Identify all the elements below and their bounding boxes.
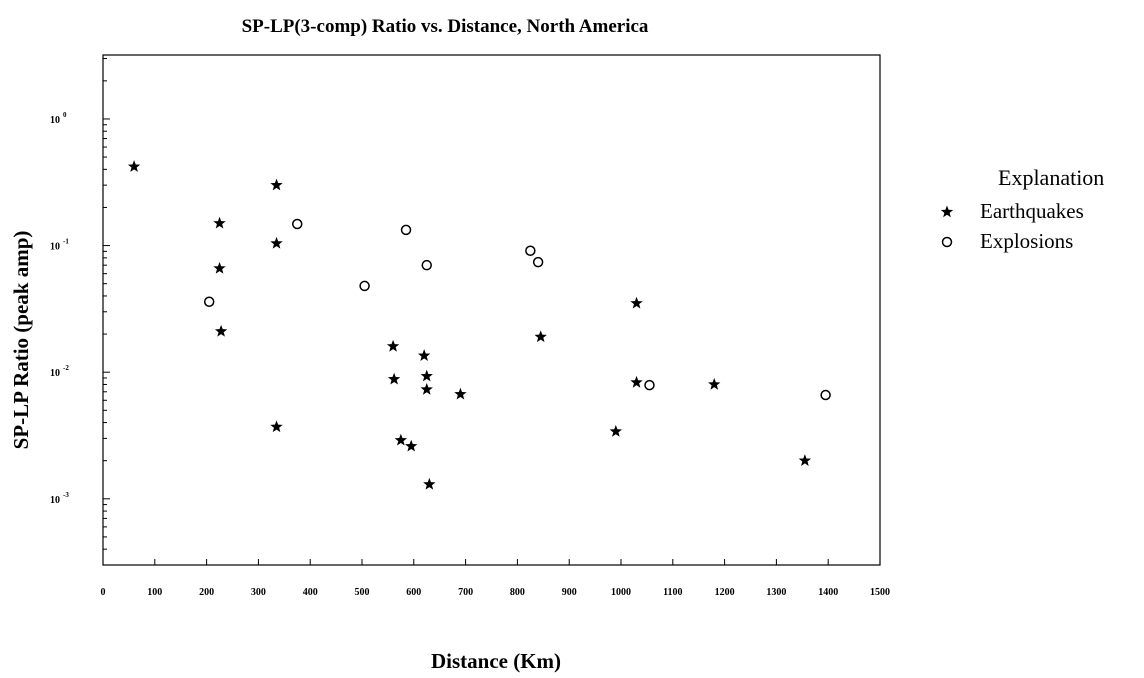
- earthquake-point: [213, 261, 226, 274]
- y-axis-label: SP-LP Ratio (peak amp): [9, 231, 33, 450]
- legend-item-label: Explosions: [980, 229, 1073, 253]
- earthquake-point: [270, 420, 283, 433]
- y-tick-label: 10 0: [50, 111, 67, 126]
- legend-star-icon: [940, 205, 954, 218]
- plot-frame: [102, 54, 881, 566]
- earthquake-point: [405, 439, 418, 452]
- earthquake-point: [609, 425, 622, 437]
- explosion-point: [644, 379, 655, 391]
- x-tick-label: 100: [147, 587, 162, 598]
- earthquake-point: [417, 349, 431, 361]
- explosion-point: [359, 280, 370, 292]
- earthquake-point: [214, 324, 228, 337]
- earthquake-point: [630, 375, 643, 388]
- legend-circle-icon: [941, 236, 953, 248]
- x-tick-label: 200: [199, 587, 214, 598]
- legend-title: Explanation: [998, 165, 1104, 190]
- earthquake-point: [454, 387, 467, 400]
- explosion-point: [525, 245, 536, 257]
- x-tick-label: 500: [355, 587, 370, 598]
- x-tick-label: 700: [458, 587, 473, 598]
- earthquake-point: [534, 330, 547, 343]
- x-tick-label: 1500: [870, 587, 890, 598]
- legend-item-label: Earthquakes: [980, 199, 1084, 223]
- x-axis-ticks: 0 100 200 300 400 500 600 700 800 900 1000 1100 1200…: [101, 559, 890, 598]
- y-tick-label: 10 -2: [50, 364, 69, 379]
- earthquake-point: [708, 377, 721, 390]
- x-tick-label: 1100: [663, 587, 682, 598]
- earthquake-point: [270, 236, 283, 249]
- explosion-point: [421, 259, 432, 271]
- earthquake-point: [387, 372, 401, 385]
- x-axis-label: Distance (Km): [431, 649, 561, 673]
- x-tick-label: 800: [510, 587, 525, 598]
- x-tick-label: 1300: [766, 587, 786, 598]
- earthquake-point: [270, 178, 283, 191]
- y-tick-label: 10 -3: [50, 491, 69, 506]
- earthquake-point: [127, 160, 141, 172]
- x-tick-label: 1200: [715, 587, 735, 598]
- x-tick-label: 400: [303, 587, 318, 598]
- y-tick-label: 10 -1: [50, 238, 69, 253]
- earthquake-point: [394, 433, 408, 446]
- earthquake-point: [386, 339, 400, 352]
- legend: Explanation Earthquakes Explosions: [940, 165, 1104, 253]
- explosion-point: [203, 296, 215, 307]
- x-tick-label: 1000: [611, 587, 631, 598]
- earthquake-point: [630, 296, 643, 309]
- data-points: [127, 160, 831, 490]
- x-tick-label: 300: [251, 587, 266, 598]
- x-tick-label: 600: [406, 587, 421, 598]
- earthquake-point: [420, 369, 433, 382]
- chart-title: SP-LP(3-comp) Ratio vs. Distance, North …: [242, 16, 649, 37]
- explosion-point: [820, 389, 831, 401]
- earthquake-point: [213, 216, 226, 229]
- x-tick-label: 900: [562, 587, 577, 598]
- earthquake-point: [420, 382, 433, 395]
- explosion-point: [292, 218, 303, 230]
- explosion-point: [400, 224, 412, 236]
- x-tick-label: 1400: [818, 587, 838, 598]
- earthquake-point: [423, 477, 436, 490]
- explosion-point: [532, 256, 544, 268]
- earthquake-point: [798, 454, 812, 466]
- x-tick-label: 0: [101, 587, 106, 598]
